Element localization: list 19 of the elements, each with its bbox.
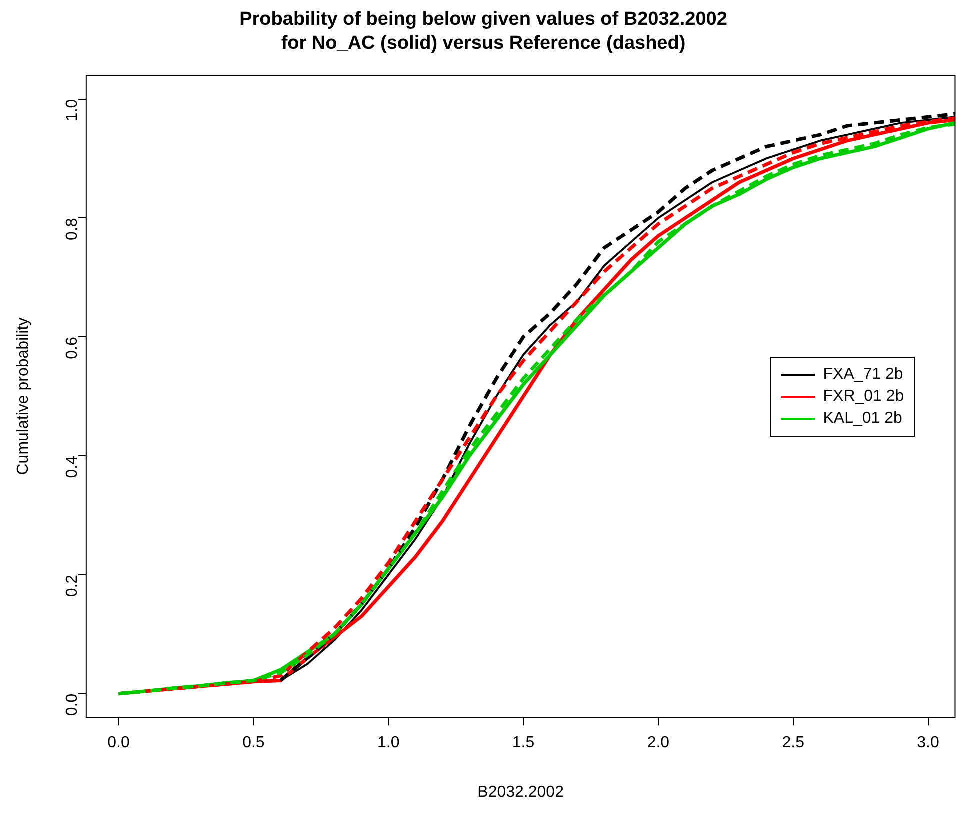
legend-label: FXA_71 2b bbox=[823, 366, 904, 384]
y-tick-label: 0.2 bbox=[64, 574, 81, 598]
y-axis-title: Cumulative probability bbox=[15, 318, 32, 476]
legend-label: FXR_01 2b bbox=[823, 388, 904, 406]
x-tick-label: 0.5 bbox=[242, 734, 265, 752]
chart-title: Probability of being below given values of B2032.2002 for No_AC (solid) versus Reference (dashed) bbox=[240, 9, 728, 54]
y-tick-label: 0.8 bbox=[64, 218, 81, 240]
x-tick-label: 1.0 bbox=[377, 734, 400, 752]
x-tick-label: 2.0 bbox=[647, 734, 670, 752]
x-axis-title: B2032.2002 bbox=[478, 784, 564, 801]
x-tick-label: 2.5 bbox=[782, 734, 805, 752]
x-tick-label: 1.5 bbox=[512, 734, 535, 752]
x-tick-label: 3.0 bbox=[917, 734, 940, 752]
y-tick-label: 1.0 bbox=[64, 99, 81, 122]
x-tick-label: 0.0 bbox=[108, 734, 130, 752]
legend-label: KAL_01 2b bbox=[823, 410, 902, 428]
y-tick-label: 0.0 bbox=[64, 694, 81, 716]
y-tick-label: 0.6 bbox=[64, 337, 81, 360]
y-tick-label: 0.4 bbox=[64, 456, 81, 478]
